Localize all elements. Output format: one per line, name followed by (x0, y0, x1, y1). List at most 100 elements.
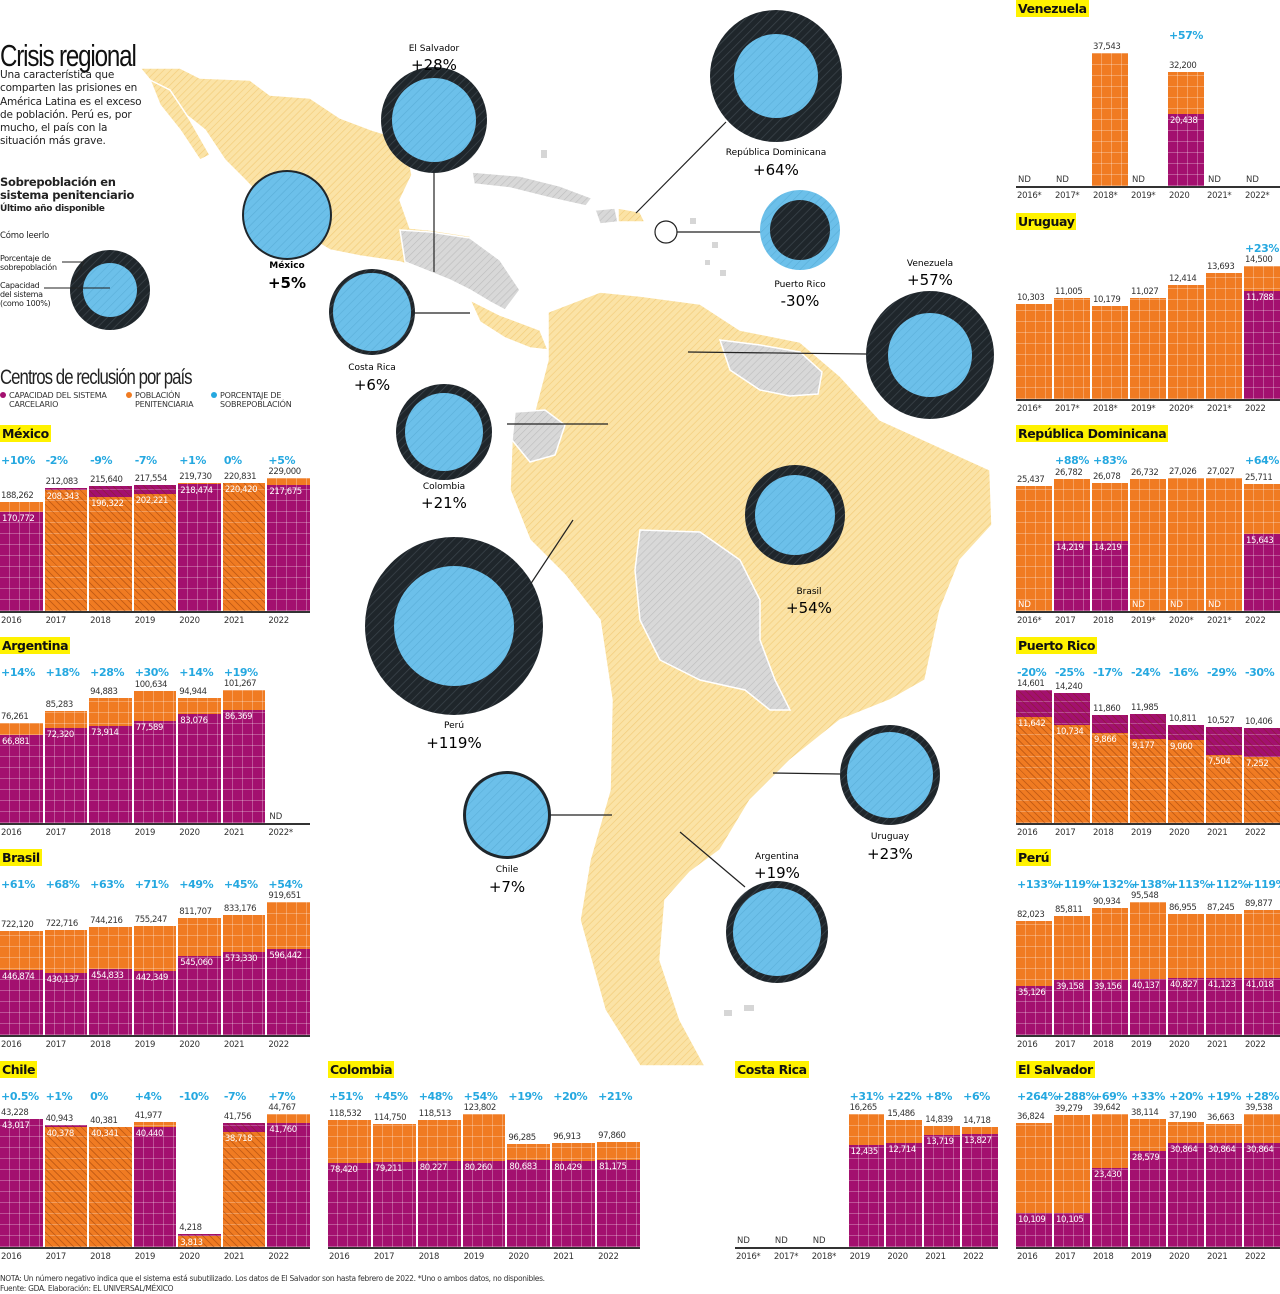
overpopulation-pct: +71% (134, 878, 169, 891)
bar-inner-label: 30,864 (1208, 1145, 1236, 1156)
bar-inner-label: 72,320 (46, 730, 75, 741)
overpopulation-pct: +112% (1207, 878, 1249, 891)
bar-capacity (44, 728, 88, 823)
chart-title: Costa Rica (735, 1061, 809, 1078)
year-label: 2021 (223, 1040, 245, 1050)
year-label: 2022* (268, 828, 293, 838)
bar-value-label: 811,707 (179, 906, 212, 917)
circle-pct: +6% (354, 376, 390, 394)
bar-inner-label: 43,017 (2, 1121, 30, 1132)
bar-value-label: 82,023 (1017, 909, 1045, 920)
overpopulation-pct: -24% (1131, 666, 1161, 679)
nd-label: ND (1208, 600, 1221, 610)
overpopulation-pct: -10% (179, 1090, 209, 1103)
bar-value-label: 40,943 (45, 1114, 74, 1125)
bar-population (1016, 304, 1052, 399)
bar-capacity (886, 1143, 923, 1247)
bar-population (1206, 754, 1242, 823)
bar-capacity (0, 735, 43, 823)
bar-value-label: 95,548 (1131, 891, 1159, 901)
circle-republica-dominicana: República Dominicana +64% (710, 10, 842, 179)
bar-inner-label: 10,109 (1018, 1215, 1046, 1226)
bar-value-label: 14,500 (1245, 255, 1273, 265)
year-label: 2020 (179, 828, 200, 838)
bar-value-label: 10,811 (1169, 713, 1197, 724)
bar-value-label: 11,985 (1131, 702, 1159, 713)
chart-el-salvador: El Salvador 36,824 10,109 +264% 2016 39,279 10… (1016, 1061, 1280, 1271)
bar-inner-label: 10,105 (1056, 1215, 1084, 1226)
overpopulation-pct: +57% (1169, 29, 1203, 42)
bar-value-label: 722,716 (45, 919, 79, 930)
year-label: 2019 (463, 1252, 485, 1262)
bar-value-label: 43,228 (1, 1107, 29, 1118)
year-label: 2018 (90, 1252, 111, 1262)
capacity-dot-icon (0, 392, 6, 398)
overpopulation-pct: -7% (223, 1090, 246, 1103)
bar-value-label: 14,240 (1055, 682, 1083, 693)
bar-inner-label: 217,675 (269, 486, 302, 497)
bar-capacity (133, 971, 177, 1035)
year-label: 2016* (736, 1252, 761, 1262)
bar-inner-label: 28,579 (1132, 1153, 1160, 1164)
bar-value-label: 44,767 (268, 1103, 296, 1113)
year-label: 2019 (1131, 828, 1152, 838)
overpopulation-pct: +54% (268, 878, 303, 891)
nd-label: ND (1018, 600, 1031, 610)
circle-pct: +28% (411, 56, 457, 74)
bar-capacity (1206, 1143, 1242, 1247)
bar-value-label: 12,414 (1169, 274, 1197, 285)
baseline (1016, 399, 1280, 401)
chart-title: Puerto Rico (1016, 637, 1098, 654)
bar-inner-label: 41,018 (1246, 979, 1274, 990)
bar-capacity (848, 1145, 885, 1247)
bar-value-label: 90,934 (1093, 897, 1121, 908)
circle-brasil: Brasil +54% (745, 465, 845, 617)
bar-capacity (178, 956, 221, 1035)
bar-value-label: 37,543 (1093, 42, 1121, 52)
year-label: 2018* (1093, 191, 1118, 201)
circle-label: Argentina (755, 852, 799, 862)
bar-value-label: 123,802 (463, 1103, 497, 1113)
year-label: 2021 (925, 1252, 946, 1262)
bar-inner-label: 80,429 (554, 1162, 582, 1173)
year-label: 2019 (134, 1040, 156, 1050)
bar-capacity (328, 1162, 371, 1247)
circle-puerto-rico: Puerto Rico -30% (760, 190, 840, 310)
bar-inner-label: 11,642 (1018, 718, 1046, 729)
bar-population (1244, 756, 1280, 823)
bar-value-label: 14,601 (1017, 679, 1045, 689)
bar-capacity (1054, 980, 1090, 1035)
bar-value-label: 39,538 (1245, 1103, 1273, 1114)
bar-value-label: 76,261 (1, 711, 29, 722)
bar-capacity (1054, 1213, 1090, 1247)
circle-label: México (269, 260, 304, 271)
bar-capacity (267, 948, 310, 1035)
subtitle-note: Último año disponible (0, 204, 105, 214)
overpopulation-pct: -25% (1055, 666, 1085, 679)
bar-value-label: 212,083 (45, 476, 79, 487)
year-label: 2022 (1245, 1040, 1266, 1050)
bar-capacity (462, 1160, 506, 1247)
bar-value-label: 101,267 (223, 679, 257, 689)
overpopulation-pct: +1% (45, 1090, 73, 1103)
page-title: Crisis regional (0, 38, 137, 73)
bar-population (1130, 297, 1166, 399)
year-label: 2020 (1169, 1252, 1190, 1262)
year-label: 2018 (418, 1252, 440, 1262)
bar-inner-label: 40,440 (135, 1128, 164, 1139)
year-label: 2020 (1169, 828, 1190, 838)
overpopulation-pct: +4% (134, 1090, 162, 1103)
bar-capacity (1092, 1168, 1128, 1247)
overpopulation-pct: +138% (1131, 878, 1173, 891)
circle-label: Brasil (796, 587, 821, 597)
year-label: 2017* (1055, 191, 1080, 201)
year-label: 2016 (1017, 828, 1038, 838)
bar-capacity (178, 484, 221, 611)
bar-value-label: 96,913 (553, 1131, 581, 1142)
bar-value-label: 188,262 (1, 490, 34, 501)
bar-value-label: 41,977 (134, 1111, 163, 1122)
bar-inner-label: 202,221 (135, 495, 169, 506)
legend-outer-label: Porcentaje de sobrepoblación (0, 254, 57, 272)
year-label: 2019* (1131, 191, 1156, 201)
year-label: 2020 (179, 1040, 200, 1050)
